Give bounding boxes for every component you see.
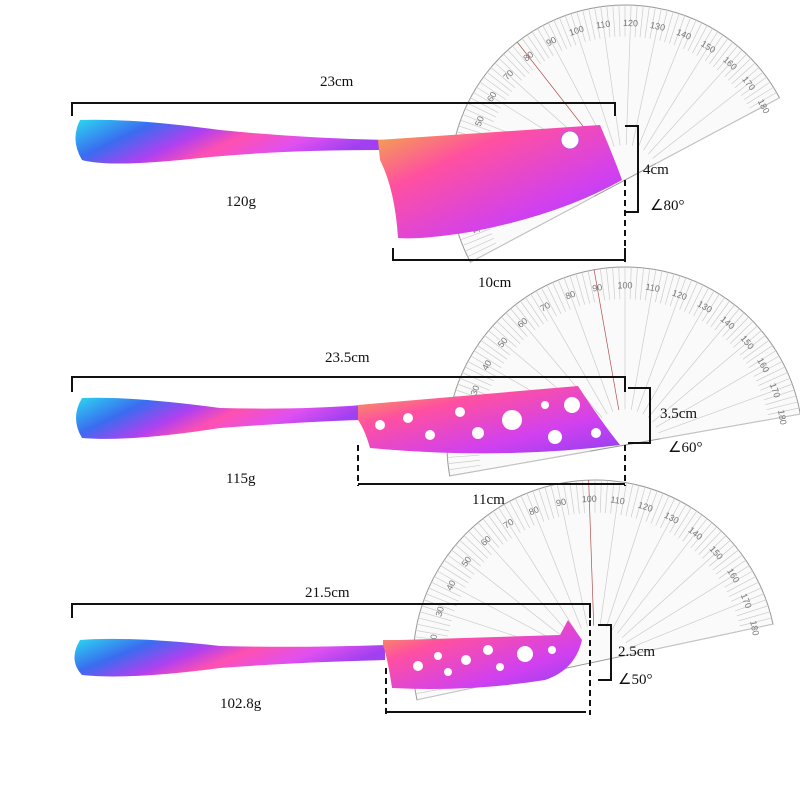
protractor-tick-label: 60 (479, 534, 493, 548)
knife-1-angle: ∠80° (650, 198, 684, 214)
protractor-tick-label: 180 (776, 409, 788, 426)
knife-3-angle: ∠50° (618, 672, 652, 688)
protractor-tick-label: 100 (582, 494, 597, 505)
protractor-tick-label: 120 (637, 500, 654, 514)
knife-3-forked-knife (74, 620, 582, 689)
protractor-tick-label: 40 (444, 579, 458, 593)
protractor-tick-label: 70 (501, 68, 515, 82)
knife-2-cheese-knife (76, 386, 620, 454)
protractor-tick-label: 50 (496, 335, 510, 349)
protractor-tick-label: 80 (521, 49, 535, 63)
knife-2-length: 23.5cm (325, 350, 370, 366)
knife-2-handle (76, 397, 362, 439)
protractor-tick-label: 50 (473, 115, 486, 128)
protractor-tick-label: 70 (502, 517, 516, 531)
knife-1-handle (75, 119, 386, 164)
knife-2-angle: ∠60° (668, 440, 702, 456)
knife-1-cleaver (75, 119, 622, 239)
knife-2-weight: 115g (226, 471, 256, 487)
protractor-tick-label: 130 (649, 20, 666, 33)
protractor-tick-label: 100 (568, 24, 585, 38)
knife-1-length: 23cm (320, 74, 354, 90)
protractor-tick-label: 90 (555, 496, 567, 508)
knife-3-handle (74, 638, 385, 677)
protractor-tick-label: 80 (564, 289, 577, 302)
knife-2-holes (375, 397, 601, 444)
protractor-tick-label: 50 (459, 555, 473, 569)
protractor-tick-label: 110 (610, 494, 626, 506)
knife-2-blade-length: 11cm (472, 492, 505, 508)
knife-1-hole (560, 130, 580, 150)
protractor-tick-label: 110 (645, 282, 661, 294)
protractor-tick-label: 90 (545, 35, 559, 49)
dimension-lines (71, 102, 651, 715)
protractor-tick-label: 100 (617, 280, 632, 290)
protractor-tick-label: 60 (515, 316, 529, 330)
protractor-tick-label: 70 (538, 300, 552, 314)
protractor-tick-label: 80 (527, 504, 540, 517)
protractor-tick-label: 30 (434, 605, 447, 618)
protractor-tick-label: 120 (671, 288, 689, 303)
protractor-tick-label: 30 (469, 384, 482, 397)
knife-1-blade (378, 125, 622, 239)
protractor-tick-label: 90 (591, 282, 603, 294)
knife-1-blade-length: 10cm (478, 275, 512, 291)
protractor-tick-label: 170 (768, 382, 783, 400)
knife-1-weight: 120g (226, 194, 257, 210)
protractor-tick-label: 60 (485, 90, 499, 104)
protractor-tick-label: 120 (623, 18, 638, 29)
knife-3-length: 21.5cm (305, 585, 350, 601)
protractor-tick-label: 40 (480, 358, 494, 372)
knife-2-height: 3.5cm (660, 406, 697, 422)
knife-3-holes (413, 645, 556, 676)
knife-3-blade (383, 620, 582, 689)
protractor-tick-label: 180 (748, 620, 761, 637)
knife-2-blade (358, 386, 620, 454)
knife-3-weight: 102.8g (220, 696, 262, 712)
knife-3-height: 2.5cm (618, 644, 655, 660)
protractor-tick-label: 110 (595, 19, 611, 31)
knife-1-height: 4cm (643, 162, 669, 178)
